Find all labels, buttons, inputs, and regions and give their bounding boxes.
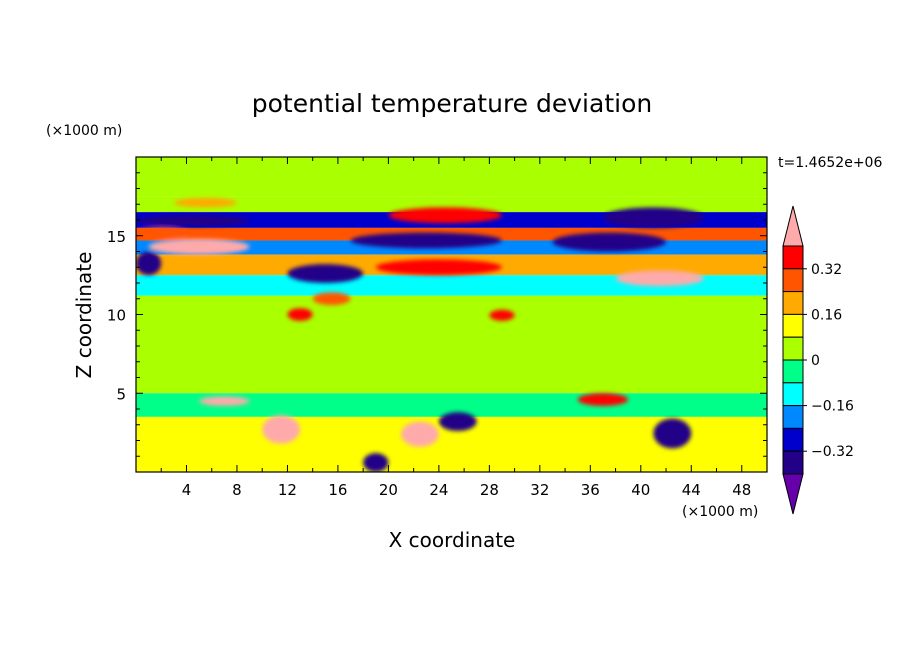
x-tick-label: 36 bbox=[581, 481, 600, 499]
contour-feature-8 bbox=[136, 251, 162, 276]
contour-feature-20 bbox=[653, 418, 692, 449]
x-tick-label: 16 bbox=[328, 481, 347, 499]
colorbar-tick-label: −0.32 bbox=[811, 444, 854, 460]
contour-feature-1 bbox=[173, 197, 237, 208]
y-tick-label: 15 bbox=[107, 228, 126, 246]
colorbar-tick-label: 0.16 bbox=[811, 307, 842, 323]
time-label: t=1.4652e+06 bbox=[778, 155, 882, 171]
y-axis-label: Z coordinate bbox=[72, 252, 96, 379]
colorbar-extend-high bbox=[782, 205, 804, 247]
contour-feature-4 bbox=[148, 238, 250, 255]
contour-band-0 bbox=[136, 157, 767, 197]
contour-feature-19 bbox=[438, 412, 477, 432]
contour-feature-5 bbox=[136, 227, 187, 239]
x-tick-label: 44 bbox=[682, 481, 701, 499]
colorbar-extend-low bbox=[782, 473, 804, 515]
x-tick-label: 32 bbox=[530, 481, 549, 499]
chart-title: potential temperature deviation bbox=[252, 89, 652, 118]
x-tick-label: 28 bbox=[480, 481, 499, 499]
y-tick-label: 10 bbox=[107, 307, 126, 325]
contour-feature-0 bbox=[136, 215, 250, 227]
contour-band-6 bbox=[136, 275, 767, 296]
contour-feature-14 bbox=[489, 309, 515, 321]
y-units-label: (×1000 m) bbox=[46, 123, 122, 139]
contour-feature-7 bbox=[552, 232, 667, 252]
colorbar-segment bbox=[782, 336, 804, 361]
plot-area bbox=[136, 157, 767, 472]
contour-feature-21 bbox=[363, 453, 389, 472]
y-axis-ticks: 5 10 15 bbox=[107, 172, 767, 457]
x-tick-label: 12 bbox=[278, 481, 297, 499]
x-axis-ticks: 4 8 12 16 20 24 28 32 36 40 44 48 bbox=[160, 157, 751, 499]
contour-feature-3 bbox=[602, 207, 704, 228]
colorbar-segment bbox=[782, 405, 804, 429]
colorbar-segment bbox=[782, 245, 804, 270]
colorbar-tick-label: −0.16 bbox=[811, 399, 854, 415]
colorbar-segment bbox=[782, 359, 804, 384]
contour-band-7 bbox=[136, 295, 767, 394]
x-tick-label: 40 bbox=[631, 481, 650, 499]
colorbar-segment bbox=[782, 382, 804, 407]
contour-bands bbox=[136, 157, 767, 472]
contour-features bbox=[136, 197, 704, 472]
colorbar-tick-label: 0.32 bbox=[811, 262, 842, 278]
contour-feature-13 bbox=[287, 308, 313, 321]
contour-feature-16 bbox=[262, 415, 301, 444]
colorbar-segment bbox=[782, 450, 804, 475]
contour-feature-2 bbox=[388, 207, 502, 224]
x-axis-label: X coordinate bbox=[389, 528, 516, 552]
contour-band-1 bbox=[136, 196, 767, 213]
colorbar-segment bbox=[782, 268, 804, 293]
colorbar-segment bbox=[782, 313, 804, 338]
x-tick-label: 24 bbox=[429, 481, 448, 499]
contour-feature-9 bbox=[375, 259, 502, 276]
colorbar-segment bbox=[782, 427, 804, 452]
contour-feature-17 bbox=[401, 421, 439, 447]
contour-feature-12 bbox=[312, 292, 351, 306]
contour-feature-11 bbox=[287, 264, 364, 283]
x-tick-label: 20 bbox=[379, 481, 398, 499]
x-units-label: (×1000 m) bbox=[682, 504, 758, 520]
x-tick-label: 8 bbox=[232, 481, 242, 499]
x-tick-label: 4 bbox=[182, 481, 192, 499]
colorbar-tick-label: 0 bbox=[811, 353, 820, 369]
y-tick-label: 5 bbox=[116, 385, 126, 403]
contour-feature-15 bbox=[199, 396, 250, 406]
colorbar: 0.32 0.16 0 −0.16 −0.32 bbox=[782, 205, 854, 515]
contour-feature-6 bbox=[350, 232, 502, 249]
contour-feature-10 bbox=[615, 270, 704, 287]
x-tick-label: 48 bbox=[732, 481, 751, 499]
contour-feature-18 bbox=[577, 393, 629, 406]
colorbar-segment bbox=[782, 291, 804, 315]
